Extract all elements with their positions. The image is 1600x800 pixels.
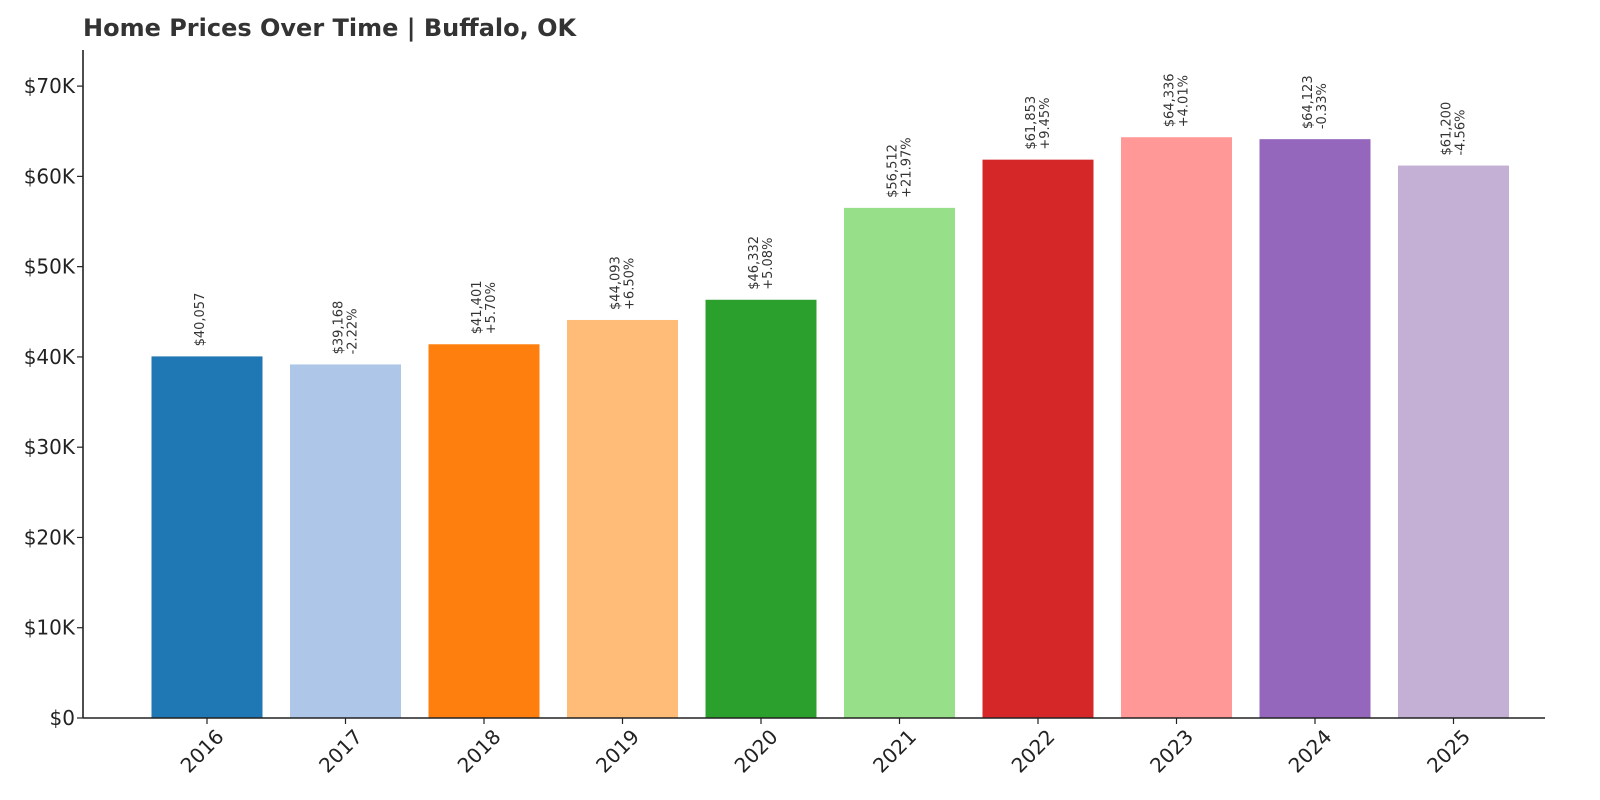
bar-2022: [982, 159, 1094, 718]
x-tick-label-2022: 2022: [1007, 725, 1060, 778]
change-label-2019: +6.50%: [623, 258, 638, 310]
value-label-2025: $61,200: [1440, 102, 1455, 156]
bar-2020: [705, 299, 817, 718]
value-label-2023: $64,336: [1163, 73, 1178, 127]
change-label-2018: +5.70%: [484, 282, 499, 334]
x-tick-label-2021: 2021: [868, 725, 921, 778]
x-tick-label-2016: 2016: [176, 725, 229, 778]
y-tick-label: $10K: [24, 616, 76, 640]
value-label-2016: $40,057: [193, 293, 208, 347]
change-label-2025: -4.56%: [1454, 110, 1469, 156]
x-tick-label-2019: 2019: [591, 725, 644, 778]
chart-title: Home Prices Over Time | Buffalo, OK: [83, 14, 577, 42]
change-label-2020: +5.08%: [761, 238, 776, 290]
x-tick-label-2024: 2024: [1284, 725, 1337, 778]
x-tick-label-2023: 2023: [1145, 725, 1198, 778]
change-label-2017: -2.22%: [346, 308, 361, 354]
x-axis: 2016 2017 2018 2019 2020 2021 2022 2023 2024 2025: [83, 717, 1545, 778]
y-tick-label: $30K: [24, 435, 76, 459]
data-labels-group: $40,057 $39,168 -2.22% $41,401 +5.70% $44,093…: [193, 73, 1469, 354]
bar-2025: [1398, 165, 1509, 718]
x-tick-label-2025: 2025: [1422, 725, 1475, 778]
change-label-2021: +21.97%: [900, 137, 915, 197]
y-tick-label: $60K: [24, 164, 76, 188]
bar-2017: [290, 364, 401, 718]
y-axis: $0 $10K $20K $30K $40K $50K $60K $70K: [24, 50, 84, 730]
bar-2023: [1121, 137, 1232, 718]
x-tick-label-2017: 2017: [314, 725, 367, 778]
value-label-2019: $44,093: [609, 256, 624, 310]
y-tick-label: $50K: [24, 255, 76, 279]
bar-2019: [567, 319, 678, 718]
bar-2021: [844, 207, 955, 718]
y-tick-label: $70K: [24, 74, 76, 98]
value-label-2018: $41,401: [470, 281, 485, 335]
bars-group: [151, 137, 1509, 719]
change-label-2024: -0.33%: [1315, 83, 1330, 129]
change-label-2023: +4.01%: [1177, 75, 1192, 127]
bar-2016: [151, 356, 263, 718]
bar-2024: [1259, 139, 1371, 719]
value-label-2022: $61,853: [1024, 96, 1039, 150]
y-tick-label: $40K: [24, 345, 76, 369]
x-tick-label-2018: 2018: [453, 725, 506, 778]
x-tick-label-2020: 2020: [730, 725, 783, 778]
y-tick-label: $0: [50, 706, 75, 730]
change-label-2022: +9.45%: [1038, 97, 1053, 149]
y-tick-label: $20K: [24, 525, 76, 549]
value-label-2020: $46,332: [747, 236, 762, 290]
value-label-2021: $56,512: [886, 144, 901, 198]
bar-2018: [428, 344, 540, 718]
value-label-2017: $39,168: [332, 301, 347, 355]
value-label-2024: $64,123: [1301, 75, 1316, 129]
